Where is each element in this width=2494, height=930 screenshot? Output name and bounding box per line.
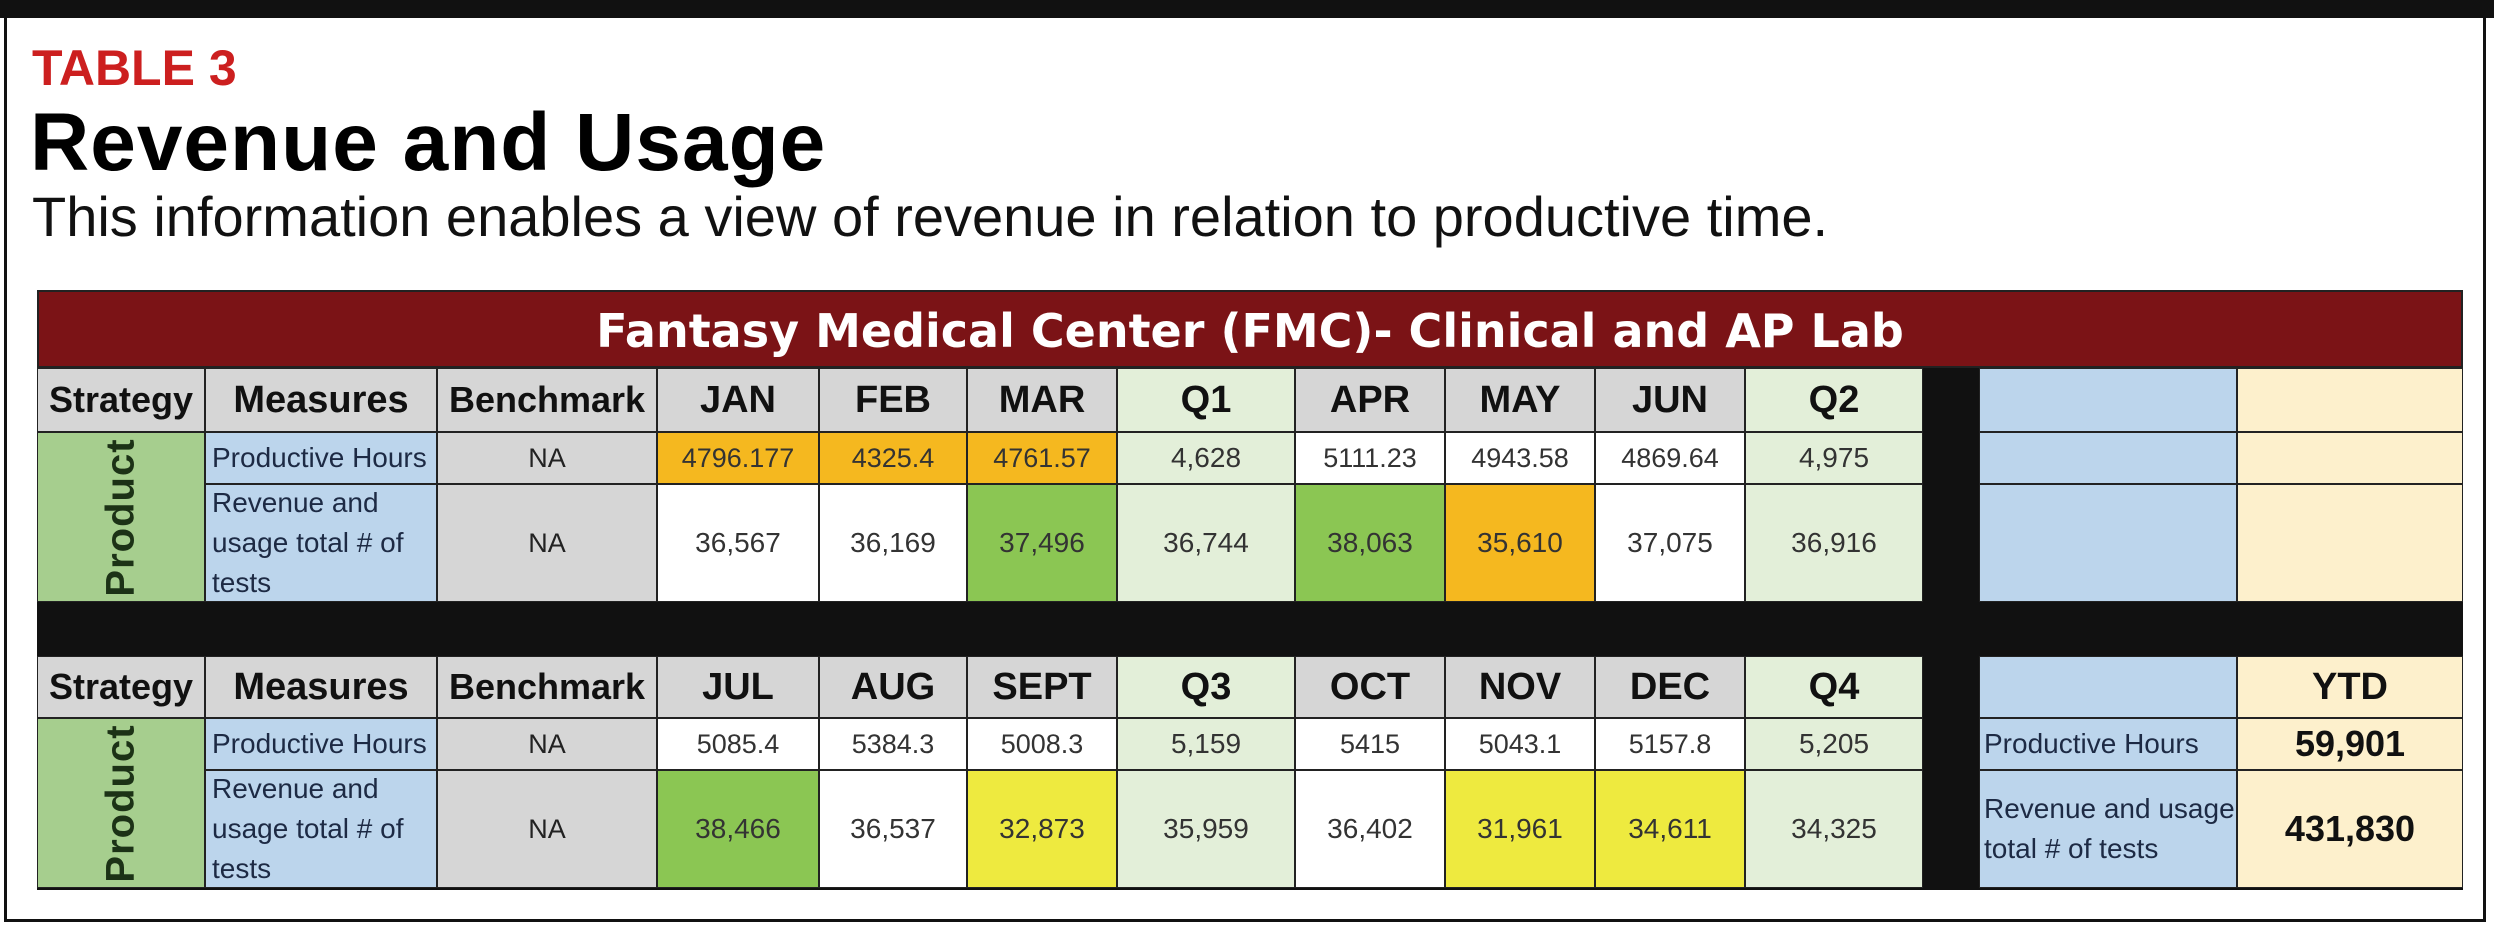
- benchmark-value: NA: [437, 484, 657, 602]
- value-cell: 35,610: [1445, 484, 1595, 602]
- value-cell: 37,075: [1595, 484, 1745, 602]
- ytd-label-blank: [1979, 368, 2237, 432]
- value-cell: 34,611: [1595, 770, 1745, 888]
- benchmark-value: NA: [437, 718, 657, 770]
- header-measures: Measures: [205, 656, 437, 718]
- header-strategy: Strategy: [37, 368, 205, 432]
- header-month: JUL: [657, 656, 819, 718]
- value-cell: 5415: [1295, 718, 1445, 770]
- value-cell: 36,169: [819, 484, 967, 602]
- ytd-label-blank: [1979, 484, 2237, 602]
- header-measures: Measures: [205, 368, 437, 432]
- header-month: OCT: [1295, 656, 1445, 718]
- header-month: MAR: [967, 368, 1117, 432]
- header-month: AUG: [819, 656, 967, 718]
- quarter-value-cell: 35,959: [1117, 770, 1295, 888]
- value-cell: 5157.8: [1595, 718, 1745, 770]
- ytd-label-productive-hours: Productive Hours: [1979, 718, 2237, 770]
- value-cell: 5384.3: [819, 718, 967, 770]
- quarter-value-cell: 5,205: [1745, 718, 1923, 770]
- quarter-value-cell: 5,159: [1117, 718, 1295, 770]
- strategy-product: Product: [37, 718, 205, 888]
- header-ytd: YTD: [2237, 656, 2463, 718]
- value-cell: 38,466: [657, 770, 819, 888]
- value-cell: 5085.4: [657, 718, 819, 770]
- table-label: TABLE 3: [32, 40, 237, 96]
- header-month: SEPT: [967, 656, 1117, 718]
- table-subtitle: This information enables a view of reven…: [32, 185, 1829, 248]
- header-month: APR: [1295, 368, 1445, 432]
- measure-revenue-usage: Revenue and usage total # of tests: [205, 484, 437, 602]
- header-quarter: Q2: [1745, 368, 1923, 432]
- value-cell: 5043.1: [1445, 718, 1595, 770]
- header-quarter: Q4: [1745, 656, 1923, 718]
- figure-frame: [4, 18, 2486, 922]
- table-banner: Fantasy Medical Center (FMC)- Clinical a…: [37, 290, 2463, 368]
- header-month: MAY: [1445, 368, 1595, 432]
- measure-revenue-usage: Revenue and usage total # of tests: [205, 770, 437, 888]
- value-cell: 5008.3: [967, 718, 1117, 770]
- value-cell: 5111.23: [1295, 432, 1445, 484]
- ytd-blank: [2237, 432, 2463, 484]
- benchmark-value: NA: [437, 432, 657, 484]
- ytd-blank: [2237, 484, 2463, 602]
- ytd-blank: [2237, 368, 2463, 432]
- value-cell: 38,063: [1295, 484, 1445, 602]
- header-month: NOV: [1445, 656, 1595, 718]
- value-cell: 36,537: [819, 770, 967, 888]
- quarter-value-cell: 4,975: [1745, 432, 1923, 484]
- table-title: Revenue and Usage: [30, 97, 827, 188]
- header-month: JUN: [1595, 368, 1745, 432]
- quarter-value-cell: 36,916: [1745, 484, 1923, 602]
- header-strategy: Strategy: [37, 656, 205, 718]
- header-month: JAN: [657, 368, 819, 432]
- value-cell: 4325.4: [819, 432, 967, 484]
- value-cell: 32,873: [967, 770, 1117, 888]
- value-cell: 31,961: [1445, 770, 1595, 888]
- measure-productive-hours: Productive Hours: [205, 432, 437, 484]
- value-cell: 4761.57: [967, 432, 1117, 484]
- measure-productive-hours: Productive Hours: [205, 718, 437, 770]
- value-cell: 37,496: [967, 484, 1117, 602]
- ytd-productive-hours-value: 59,901: [2237, 718, 2463, 770]
- header-quarter: Q3: [1117, 656, 1295, 718]
- value-cell: 4869.64: [1595, 432, 1745, 484]
- ytd-label-blank: [1979, 432, 2237, 484]
- value-cell: 36,567: [657, 484, 819, 602]
- ytd-label-revenue-usage: Revenue and usage total # of tests: [1979, 770, 2237, 888]
- value-cell: 4943.58: [1445, 432, 1595, 484]
- benchmark-value: NA: [437, 770, 657, 888]
- value-cell: 36,402: [1295, 770, 1445, 888]
- ytd-revenue-usage-value: 431,830: [2237, 770, 2463, 888]
- quarter-value-cell: 36,744: [1117, 484, 1295, 602]
- quarter-value-cell: 4,628: [1117, 432, 1295, 484]
- header-quarter: Q1: [1117, 368, 1295, 432]
- revenue-usage-table: Fantasy Medical Center (FMC)- Clinical a…: [37, 290, 2463, 890]
- quarter-value-cell: 34,325: [1745, 770, 1923, 888]
- top-rule: [0, 0, 2494, 18]
- header-month: FEB: [819, 368, 967, 432]
- value-cell: 4796.177: [657, 432, 819, 484]
- header-benchmark: Benchmark: [437, 368, 657, 432]
- strategy-product: Product: [37, 432, 205, 602]
- header-benchmark: Benchmark: [437, 656, 657, 718]
- header-month: DEC: [1595, 656, 1745, 718]
- ytd-label-blank: [1979, 656, 2237, 718]
